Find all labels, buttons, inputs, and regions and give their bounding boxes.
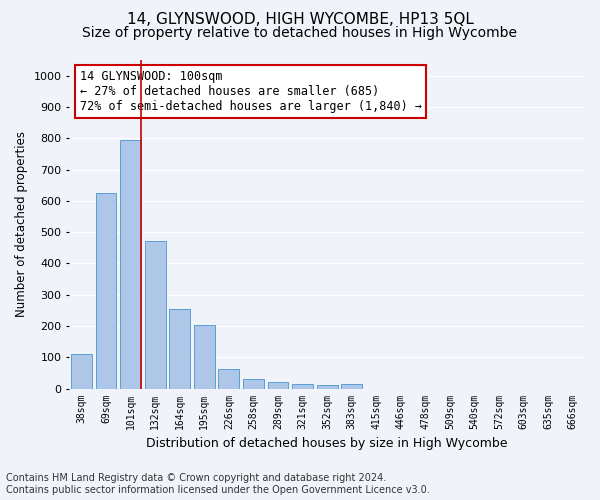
Bar bbox=[71, 354, 92, 388]
Text: Contains HM Land Registry data © Crown copyright and database right 2024.
Contai: Contains HM Land Registry data © Crown c… bbox=[6, 474, 430, 495]
Bar bbox=[120, 140, 141, 388]
Bar bbox=[194, 325, 215, 388]
Bar bbox=[95, 193, 116, 388]
Bar bbox=[243, 379, 264, 388]
Y-axis label: Number of detached properties: Number of detached properties bbox=[15, 132, 28, 318]
X-axis label: Distribution of detached houses by size in High Wycombe: Distribution of detached houses by size … bbox=[146, 437, 508, 450]
Bar bbox=[341, 384, 362, 388]
Bar bbox=[268, 382, 289, 388]
Text: 14, GLYNSWOOD, HIGH WYCOMBE, HP13 5QL: 14, GLYNSWOOD, HIGH WYCOMBE, HP13 5QL bbox=[127, 12, 473, 28]
Bar bbox=[169, 309, 190, 388]
Text: 14 GLYNSWOOD: 100sqm
← 27% of detached houses are smaller (685)
72% of semi-deta: 14 GLYNSWOOD: 100sqm ← 27% of detached h… bbox=[80, 70, 422, 113]
Bar bbox=[145, 242, 166, 388]
Bar bbox=[292, 384, 313, 388]
Text: Size of property relative to detached houses in High Wycombe: Size of property relative to detached ho… bbox=[83, 26, 517, 40]
Bar bbox=[218, 369, 239, 388]
Bar bbox=[317, 386, 338, 388]
